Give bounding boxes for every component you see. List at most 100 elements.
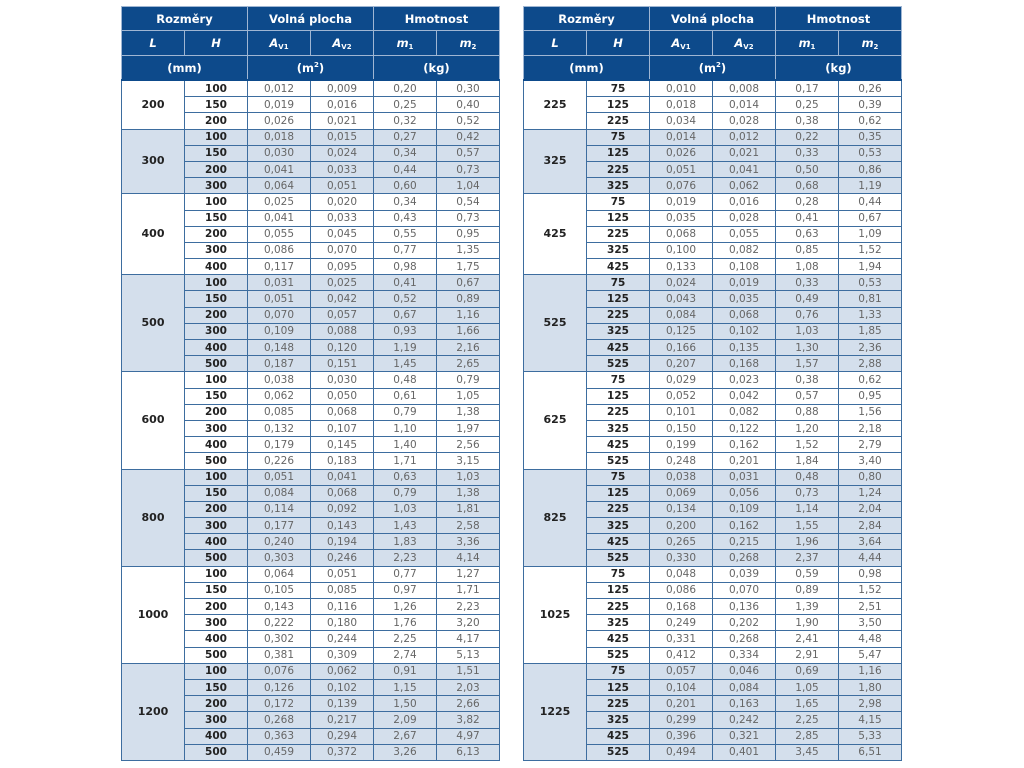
- m1-cell: 0,38: [775, 371, 839, 389]
- m2-cell: 0,98: [838, 565, 902, 583]
- h-cell: 100: [184, 274, 248, 292]
- h-cell: 225: [586, 500, 650, 519]
- av1-cell: 0,249: [649, 614, 713, 632]
- m2-cell: 6,51: [838, 743, 902, 761]
- h-cell: 325: [586, 241, 650, 260]
- header-symbol-row: L H AV1 AV2 m1 m2: [523, 30, 902, 56]
- m2-subscript: 2: [471, 42, 477, 51]
- m2-cell: 2,98: [838, 695, 902, 713]
- av1-cell: 0,396: [649, 727, 713, 745]
- av2-cell: 0,041: [712, 160, 776, 179]
- av1-cell: 0,019: [649, 193, 713, 211]
- m2-cell: 3,15: [436, 452, 500, 470]
- av2-cell: 0,108: [712, 258, 776, 276]
- av1-cell: 0,048: [649, 565, 713, 583]
- table-row: 200 0,114 0,092 1,03 1,81: [122, 500, 500, 519]
- av1-cell: 0,248: [649, 452, 713, 470]
- m1-cell: 0,73: [775, 484, 839, 502]
- m2-cell: 0,80: [838, 468, 902, 486]
- table-row: 150 0,030 0,024 0,34 0,57: [122, 144, 500, 162]
- header-rozmery: Rozměry: [121, 6, 248, 31]
- av1-cell: 0,226: [247, 452, 311, 470]
- m2-cell: 1,33: [838, 306, 902, 324]
- m1-cell: 0,61: [373, 387, 437, 405]
- m2-cell: 1,38: [436, 403, 500, 421]
- av2-cell: 0,102: [310, 678, 374, 697]
- m2-cell: 0,54: [436, 193, 500, 211]
- av2-cell: 0,012: [712, 128, 776, 146]
- m1-cell: 0,52: [373, 290, 437, 308]
- m2-cell: 0,67: [838, 209, 902, 227]
- h-cell: 75: [586, 468, 650, 486]
- m1-cell: 1,20: [775, 419, 839, 438]
- av2-cell: 0,268: [712, 549, 776, 567]
- m1-symbol: m: [798, 35, 811, 50]
- av2-cell: 0,194: [310, 533, 374, 551]
- m2-cell: 2,36: [838, 338, 902, 357]
- m1-cell: 0,57: [775, 387, 839, 405]
- av1-cell: 0,105: [247, 581, 311, 600]
- m1-cell: 0,25: [373, 96, 437, 114]
- h-cell: 100: [184, 193, 248, 211]
- h-cell: 500: [184, 452, 248, 470]
- m1-cell: 2,25: [373, 630, 437, 648]
- av1-cell: 0,012: [247, 79, 311, 98]
- m2-cell: 0,73: [436, 209, 500, 227]
- m1-cell: 0,25: [775, 96, 839, 114]
- av2-cell: 0,062: [310, 662, 374, 680]
- h-cell: 325: [586, 177, 650, 195]
- av1-cell: 0,125: [649, 322, 713, 341]
- unit-mm: (mm): [121, 55, 248, 81]
- m1-cell: 2,23: [373, 549, 437, 567]
- m2-cell: 1,27: [436, 565, 500, 583]
- h-cell: 100: [184, 468, 248, 486]
- m1-cell: 1,43: [373, 517, 437, 535]
- av1-cell: 0,222: [247, 614, 311, 632]
- l-cell: 825: [523, 468, 587, 567]
- l-cell: 425: [523, 193, 587, 276]
- av2-cell: 0,055: [712, 225, 776, 243]
- av1-symbol: A: [269, 35, 279, 50]
- unit-kg: (kg): [775, 55, 902, 81]
- table-row: 500 100 0,031 0,025 0,41 0,67: [121, 274, 500, 373]
- av1-cell: 0,363: [247, 727, 311, 745]
- h-cell: 225: [586, 160, 650, 179]
- h-cell: 200: [184, 112, 248, 130]
- h-cell: 200: [184, 597, 248, 616]
- m1-cell: 1,76: [373, 614, 437, 632]
- table-row: 125 0,043 0,035 0,49 0,81: [524, 290, 902, 308]
- h-cell: 150: [184, 484, 248, 502]
- m1-cell: 1,30: [775, 338, 839, 357]
- m1-cell: 1,14: [775, 500, 839, 519]
- m2-cell: 1,97: [436, 419, 500, 438]
- av2-cell: 0,082: [712, 403, 776, 421]
- m1-cell: 0,33: [775, 274, 839, 292]
- m2-cell: 1,19: [838, 177, 902, 195]
- h-cell: 75: [586, 79, 650, 98]
- unit-kg: (kg): [373, 55, 500, 81]
- m2-cell: 0,44: [838, 193, 902, 211]
- av2-cell: 0,092: [310, 500, 374, 519]
- h-cell: 150: [184, 209, 248, 227]
- av1-cell: 0,055: [247, 225, 311, 243]
- h-cell: 325: [586, 517, 650, 535]
- av1-cell: 0,299: [649, 711, 713, 729]
- m1-cell: 0,41: [775, 209, 839, 227]
- av2-cell: 0,023: [712, 371, 776, 389]
- av2-cell: 0,030: [310, 371, 374, 389]
- av1-subscript: V1: [278, 42, 289, 51]
- h-cell: 425: [586, 436, 650, 454]
- av1-cell: 0,076: [649, 177, 713, 195]
- h-cell: 500: [184, 549, 248, 567]
- table-row: 425 0,331 0,268 2,41 4,48: [524, 630, 902, 648]
- table-row: 150 0,019 0,016 0,25 0,40: [122, 96, 500, 114]
- m2-cell: 0,62: [838, 371, 902, 389]
- m1-cell: 0,49: [775, 290, 839, 308]
- av2-cell: 0,046: [712, 662, 776, 680]
- header-volna-plocha: Volná plocha: [649, 6, 776, 31]
- av2-cell: 0,009: [310, 79, 374, 98]
- h-cell: 400: [184, 258, 248, 276]
- table-row: 300 0,109 0,088 0,93 1,66: [122, 322, 500, 341]
- h-cell: 425: [586, 630, 650, 648]
- av1-cell: 0,038: [649, 468, 713, 486]
